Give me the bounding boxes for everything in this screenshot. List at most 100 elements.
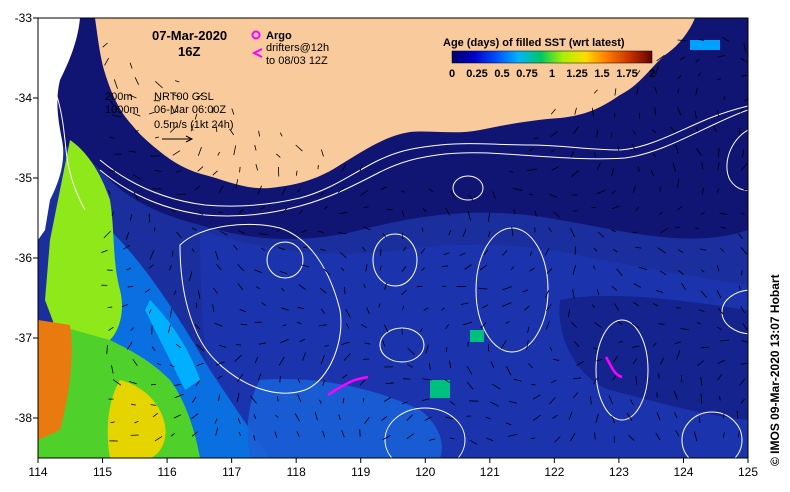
current-vector xyxy=(231,108,235,115)
current-vector xyxy=(719,212,728,215)
current-vector xyxy=(697,360,704,367)
current-vector xyxy=(717,147,720,158)
current-vector xyxy=(236,392,240,403)
current-vector xyxy=(529,251,532,257)
current-scale: 0.5m/s (1kt 24h) xyxy=(154,119,233,131)
current-vector xyxy=(278,356,285,366)
current-vector xyxy=(150,404,157,406)
eddy-contour-10 xyxy=(721,289,748,335)
current-vector xyxy=(240,323,248,326)
current-vector xyxy=(545,304,552,312)
current-vector xyxy=(612,355,619,363)
current-vector xyxy=(423,307,429,311)
current-vector xyxy=(611,189,616,195)
current-vector xyxy=(740,57,748,64)
contour-1000m xyxy=(99,109,748,217)
current-vector xyxy=(445,416,454,420)
current-vector xyxy=(592,265,596,270)
current-vector xyxy=(384,283,388,291)
current-vector xyxy=(720,339,730,342)
current-vector xyxy=(717,359,726,364)
current-vector xyxy=(190,413,199,420)
current-vector xyxy=(549,397,556,405)
current-vector xyxy=(636,86,639,95)
current-vector xyxy=(675,430,680,437)
current-vector xyxy=(217,151,220,156)
current-vector xyxy=(673,390,678,400)
current-vector xyxy=(152,412,159,418)
current-vector xyxy=(382,233,387,239)
current-vector xyxy=(133,191,139,201)
current-vector xyxy=(680,327,689,331)
current-vector xyxy=(528,193,534,196)
current-vector xyxy=(611,285,618,291)
current-vector xyxy=(626,412,633,421)
current-vector xyxy=(462,321,473,326)
current-vector xyxy=(544,289,550,298)
current-vector xyxy=(610,132,613,138)
current-vector xyxy=(595,413,599,423)
current-vector xyxy=(424,416,432,421)
current-vector xyxy=(632,358,638,364)
current-vector xyxy=(720,226,727,229)
current-vector xyxy=(380,186,388,191)
current-vector xyxy=(196,344,205,352)
current-vector xyxy=(464,264,472,270)
current-vector xyxy=(695,59,700,63)
current-vector xyxy=(596,129,599,138)
current-vector xyxy=(618,340,624,343)
current-vector xyxy=(254,356,259,364)
current-vector xyxy=(111,211,114,217)
current-vector xyxy=(425,344,429,354)
current-vector xyxy=(444,379,451,384)
colorbar-label: 0.75 xyxy=(516,68,537,80)
current-vector xyxy=(337,187,345,193)
west-yellow-patch xyxy=(107,380,166,458)
current-vector xyxy=(364,417,370,424)
current-vector xyxy=(723,95,726,101)
current-vector xyxy=(629,399,634,405)
current-vector xyxy=(699,248,707,251)
current-vector xyxy=(490,401,500,407)
current-vector xyxy=(480,322,487,329)
current-vector xyxy=(385,382,395,385)
current-vector xyxy=(129,214,133,221)
current-vector xyxy=(633,283,641,288)
current-vector xyxy=(522,289,529,293)
current-vector xyxy=(363,206,369,208)
x-tick-label: 117 xyxy=(222,465,241,479)
current-vector xyxy=(276,228,281,232)
current-vector xyxy=(739,285,741,290)
current-vector xyxy=(590,396,592,405)
current-vector xyxy=(218,394,221,401)
current-vector xyxy=(428,363,431,370)
current-vector xyxy=(341,341,350,345)
current-vector xyxy=(339,211,348,214)
drifter-track-1 xyxy=(327,375,369,397)
current-vector xyxy=(322,430,326,438)
current-vector xyxy=(294,413,300,422)
current-vector xyxy=(479,264,488,271)
current-vector xyxy=(591,304,596,308)
eddy-contour-1 xyxy=(266,241,304,279)
current-vector xyxy=(258,342,266,345)
current-vector xyxy=(296,431,300,437)
current-vector xyxy=(459,252,466,257)
y-axis-ticks: -33 -34 -35 -36 -37 -38 xyxy=(15,11,38,425)
current-vector xyxy=(195,302,198,308)
current-vector xyxy=(102,42,108,48)
current-vector xyxy=(594,152,596,158)
current-vector xyxy=(298,210,303,214)
current-vector xyxy=(721,36,730,42)
current-vector xyxy=(656,412,661,421)
current-vector xyxy=(169,265,172,271)
current-vector xyxy=(172,93,180,98)
x-tick-label: 120 xyxy=(415,465,435,479)
current-vector xyxy=(614,113,616,118)
current-vector xyxy=(345,323,350,329)
current-vector xyxy=(144,288,151,293)
current-vector xyxy=(341,267,345,272)
current-vector xyxy=(174,393,184,399)
current-vector xyxy=(341,163,347,172)
small-cyan-patch xyxy=(690,40,720,50)
